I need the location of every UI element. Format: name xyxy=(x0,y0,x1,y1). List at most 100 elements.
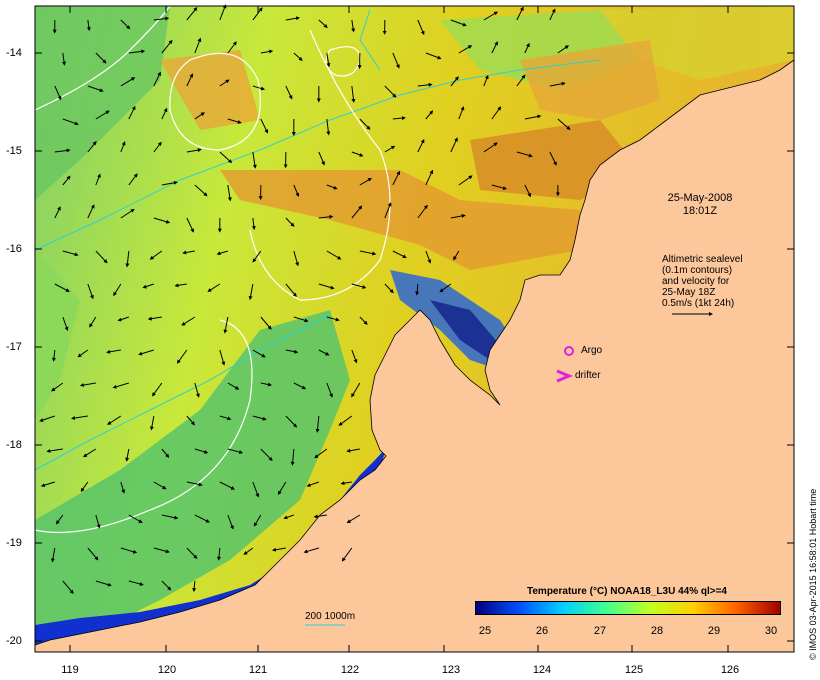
velocity-arrow xyxy=(95,110,110,120)
velocity-arrow xyxy=(128,514,143,524)
velocity-arrow xyxy=(306,481,320,487)
velocity-arrow xyxy=(425,250,432,264)
velocity-arrow xyxy=(384,145,396,153)
colorbar-tick: 27 xyxy=(593,625,607,637)
velocity-arrow xyxy=(491,41,498,54)
velocity-arrow xyxy=(186,547,198,559)
velocity-arrow xyxy=(549,8,556,21)
velocity-arrow xyxy=(392,52,400,69)
velocity-arrow xyxy=(153,71,161,87)
velocity-arrow xyxy=(549,81,566,87)
argo-marker xyxy=(564,346,574,356)
velocity-arrow xyxy=(51,382,64,392)
velocity-arrow xyxy=(318,19,328,29)
lat-label: -20 xyxy=(6,635,22,647)
velocity-arrow xyxy=(450,213,466,219)
velocity-arrow xyxy=(153,481,167,490)
velocity-arrow xyxy=(128,105,136,120)
velocity-arrow xyxy=(450,19,467,27)
velocity-arrow xyxy=(293,52,303,61)
velocity-arrow xyxy=(216,250,228,256)
velocity-arrow xyxy=(120,208,135,219)
velocity-arrow xyxy=(272,547,286,552)
velocity-arrow xyxy=(425,169,434,186)
velocity-arrow xyxy=(260,382,272,387)
velocity-arrow xyxy=(326,118,331,136)
lon-label: 120 xyxy=(157,664,177,676)
lat-label: -17 xyxy=(6,341,22,353)
velocity-arrow xyxy=(219,79,230,87)
lon-label: 119 xyxy=(61,664,79,676)
lat-label: -14 xyxy=(6,47,22,59)
velocity-arrow xyxy=(346,514,361,524)
velocity-arrow xyxy=(153,547,170,554)
velocity-arrow xyxy=(95,250,108,264)
velocity-arrow xyxy=(252,481,260,498)
velocity-arrow xyxy=(516,151,533,158)
velocity-arrow xyxy=(161,448,170,458)
map-frame xyxy=(34,5,795,653)
velocity-arrow xyxy=(219,415,232,421)
velocity-arrow xyxy=(516,74,526,87)
velocity-arrow xyxy=(351,85,356,103)
velocity-arrow xyxy=(227,448,244,454)
velocity-arrow xyxy=(174,283,187,288)
velocity-arrow xyxy=(557,118,571,131)
velocity-arrow xyxy=(55,514,64,525)
velocity-arrow xyxy=(125,448,130,462)
velocity-arrow xyxy=(125,250,130,268)
legend-title: Temperature (°C) NOAA18_L3U 44% ql>=4 xyxy=(527,586,727,597)
velocity-arrow xyxy=(524,114,542,120)
velocity-arrow xyxy=(285,283,297,297)
velocity-arrow xyxy=(186,415,195,426)
lat-label: -19 xyxy=(6,537,22,549)
velocity-arrow xyxy=(86,19,91,32)
velocity-arrow xyxy=(392,170,400,186)
velocity-arrow xyxy=(149,415,155,431)
velocity-arrow xyxy=(483,142,498,153)
velocity-arrow xyxy=(153,141,162,153)
velocity-arrow xyxy=(112,382,129,389)
velocity-arrow xyxy=(83,448,97,458)
velocity-arrow xyxy=(186,148,202,153)
velocity-arrow xyxy=(217,547,221,561)
velocity-arrow xyxy=(341,547,353,562)
velocity-arrow xyxy=(384,283,394,294)
velocity-arrow xyxy=(95,52,107,64)
drifter-marker xyxy=(556,369,573,383)
velocity-arrow xyxy=(260,49,274,54)
velocity-arrow xyxy=(182,250,195,255)
velocity-arrow xyxy=(483,11,499,21)
velocity-arrow xyxy=(351,382,361,398)
lon-label: 125 xyxy=(624,664,644,676)
velocity-arrow xyxy=(54,283,70,292)
velocity-arrow xyxy=(117,316,130,322)
velocity-arrow xyxy=(128,173,138,186)
velocity-arrow xyxy=(181,316,196,326)
velocity-arrow xyxy=(161,180,178,186)
velocity-arrow xyxy=(87,85,104,93)
velocity-arrow xyxy=(351,19,356,33)
velocity-arrow xyxy=(248,283,254,301)
velocity-arrow xyxy=(54,148,71,153)
velocity-arrow xyxy=(95,580,112,587)
velocity-arrow xyxy=(392,250,407,258)
velocity-arrow xyxy=(285,349,299,354)
velocity-arrow xyxy=(251,217,256,231)
velocity-arrow xyxy=(79,382,96,387)
velocity-arrow xyxy=(359,316,368,325)
velocity-arrow xyxy=(39,415,56,422)
altimetry-line: 25-May 18Z xyxy=(662,287,716,298)
velocity-arrow xyxy=(450,76,459,87)
velocity-arrow xyxy=(120,19,131,30)
velocity-arrow xyxy=(351,283,367,289)
sealevel-contours xyxy=(34,5,391,534)
velocity-arrow xyxy=(524,184,531,198)
colorbar-tick: 30 xyxy=(764,625,778,637)
velocity-arrow xyxy=(128,580,144,586)
velocity-arrow xyxy=(293,382,307,390)
velocity-arrow xyxy=(62,316,69,331)
argo-label: Argo xyxy=(581,345,603,356)
velocity-arrow xyxy=(128,49,146,54)
